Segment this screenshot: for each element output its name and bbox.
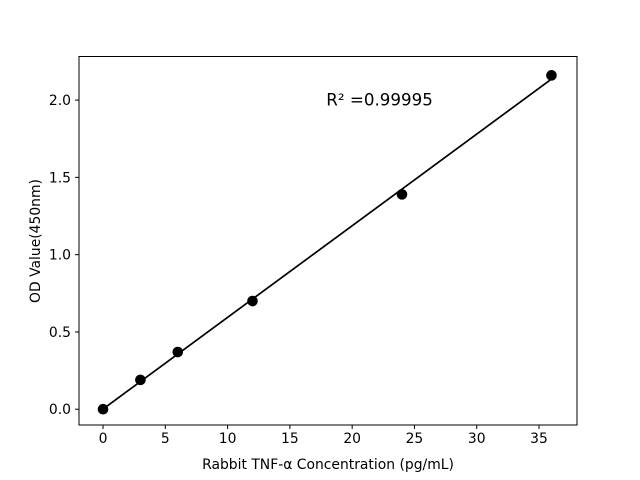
r-squared-annotation: R² =0.99995 [326, 90, 433, 110]
x-tick-label: 0 [99, 431, 108, 447]
x-tick-label: 30 [468, 431, 486, 447]
y-tick-label: 0.0 [49, 402, 71, 418]
plot-border [78, 56, 578, 426]
x-tick-label: 10 [219, 431, 237, 447]
y-tick-label: 0.5 [49, 325, 71, 341]
y-tick-label: 1.5 [49, 170, 71, 186]
data-point [546, 70, 557, 81]
x-axis-label: Rabbit TNF-α Concentration (pg/mL) [202, 457, 454, 473]
data-point [396, 189, 408, 200]
data-point [135, 374, 146, 386]
y-axis-label: OD Value(450nm) [28, 179, 44, 303]
x-tick-label: 35 [530, 431, 548, 447]
data-point [97, 403, 109, 415]
x-tick-label: 20 [343, 431, 361, 447]
y-tick-label: 1.0 [49, 248, 71, 264]
data-point [172, 346, 184, 358]
x-tick-label: 5 [161, 431, 170, 447]
x-tick-label: 25 [406, 431, 424, 447]
data-point [247, 295, 258, 307]
x-tick-label: 15 [281, 431, 299, 447]
y-tick-label: 2.0 [49, 93, 71, 109]
